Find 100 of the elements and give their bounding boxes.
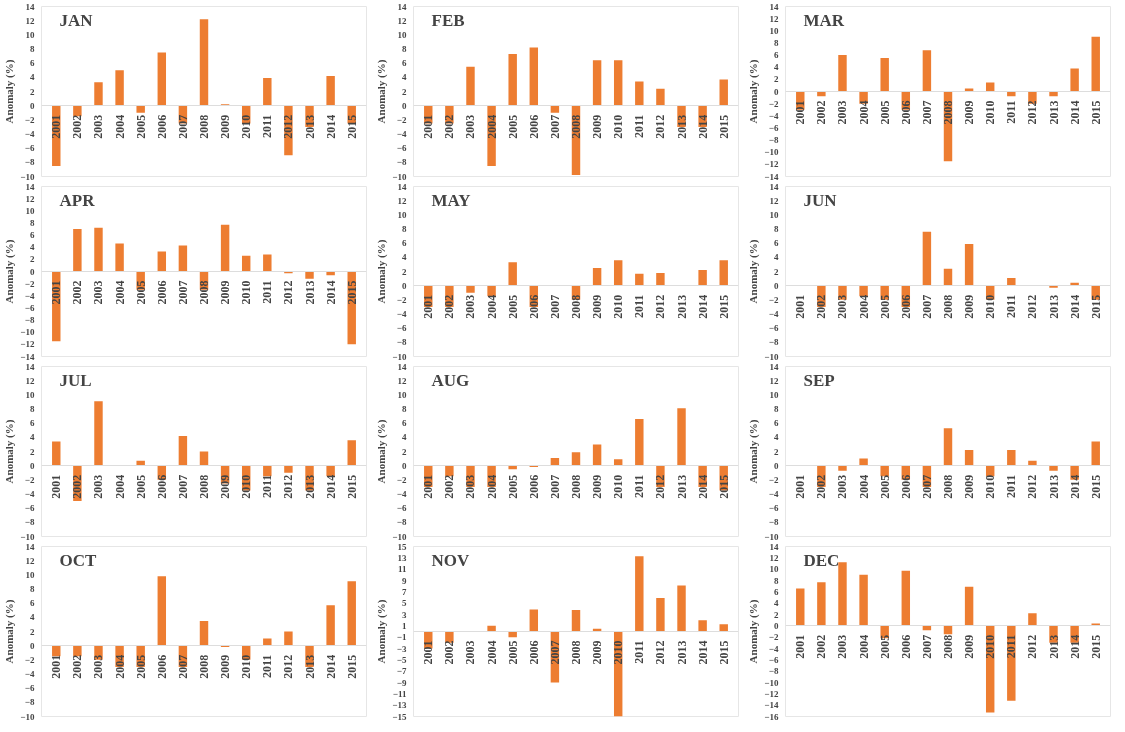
y-tick-label: −4 [768,489,779,499]
y-tick-label: 14 [769,361,779,372]
y-tick-label: 0 [402,100,407,111]
y-tick-label: −2 [24,278,35,289]
x-tick-label: 2006 [526,294,541,319]
x-tick-label: 2008 [941,294,955,319]
x-tick-label: 2001 [793,634,808,659]
chart-title: DEC [803,550,840,570]
x-tick-label: 2002 [442,294,457,319]
x-tick-label: 2009 [962,100,977,125]
y-tick-label: −10 [392,171,407,182]
y-tick-label: −2 [24,654,35,665]
x-tick-label: 2008 [197,654,211,679]
y-tick-label: 2 [402,446,407,457]
x-tick-label: 2002 [70,280,85,305]
y-tick-label: 4 [774,432,779,443]
y-tick-label: 6 [30,58,35,69]
x-tick-label: 2007 [919,100,934,125]
y-tick-label: −14 [764,700,779,711]
x-tick-label: 2002 [70,474,85,499]
y-tick-label: 6 [402,238,407,249]
y-tick-label: −7 [396,666,407,677]
x-tick-label: 2003 [91,280,106,305]
x-tick-label: 2013 [674,114,689,139]
x-tick-label: 2011 [632,640,647,664]
x-tick-label: 2008 [941,474,955,499]
x-tick-label: 2001 [49,474,64,499]
x-tick-label: 2010 [239,654,254,679]
x-tick-label: 2012 [1025,100,1040,125]
y-tick-label: −2 [768,474,779,485]
x-tick-label: 2014 [695,294,710,319]
x-tick-label: 2011 [1004,100,1019,124]
y-tick-label: 2 [774,266,779,277]
x-tick-label: 2004 [112,280,127,305]
x-tick-label: 2010 [239,280,254,305]
x-tick-label: 2013 [674,294,689,319]
y-tick-label: 10 [25,29,35,40]
y-tick-label: 8 [774,37,779,48]
y-tick-label: −8 [768,517,779,528]
x-tick-label: 2001 [793,100,808,125]
x-tick-label: 2005 [505,474,520,499]
y-tick-label: 12 [769,375,779,386]
x-tick-label: 2005 [505,640,520,665]
x-tick-label: 2015 [716,114,731,139]
y-tick-label: 6 [402,58,407,69]
y-tick-label: 12 [397,195,407,206]
y-axis-title: Anomaly (%) [3,599,17,664]
x-tick-label: 2003 [91,474,106,499]
y-tick-label: 8 [30,404,35,414]
x-tick-label: 2007 [919,634,934,659]
x-tick-label: 2008 [569,114,583,139]
x-tick-label: 2005 [877,634,892,659]
x-tick-label: 2001 [49,654,64,679]
y-tick-label: 9 [402,575,407,586]
y-tick-label: 6 [774,418,779,429]
x-tick-label: 2007 [175,474,190,499]
x-tick-label: 2015 [716,640,731,665]
x-tick-label: 2006 [154,474,169,499]
y-tick-label: −1 [396,632,407,643]
y-tick-label: −11 [392,688,407,699]
x-tick-label: 2012 [653,114,668,139]
y-axis-title: Anomaly (%) [375,239,389,304]
y-tick-label: 6 [30,598,35,609]
y-tick-label: 10 [397,29,407,40]
y-tick-label: 14 [397,361,407,372]
x-tick-label: 2009 [218,280,233,305]
x-tick-label: 2002 [442,474,457,499]
x-tick-label: 2009 [590,294,605,319]
y-tick-label: −5 [396,654,407,665]
y-tick-label: −8 [768,337,779,348]
x-tick-label: 2013 [674,474,689,499]
x-tick-label: 2012 [1025,634,1040,659]
x-tick-label: 2014 [323,654,338,679]
y-tick-label: −16 [764,711,779,722]
x-tick-label: 2003 [835,100,850,125]
y-tick-label: 2 [30,254,35,265]
y-tick-label: −12 [764,159,779,170]
x-tick-label: 2015 [344,280,359,305]
y-tick-label: 14 [397,181,407,192]
chart-title: AUG [431,370,470,390]
x-tick-label: 2012 [281,654,296,679]
y-tick-label: −6 [396,323,407,334]
x-tick-label: 2006 [898,294,913,319]
x-tick-label: 2011 [632,114,647,138]
y-tick-label: 14 [397,1,407,12]
x-tick-label: 2012 [281,474,296,499]
y-tick-label: −6 [24,683,35,694]
x-tick-label: 2005 [133,114,148,139]
x-tick-label: 2010 [611,640,626,665]
y-tick-label: 2 [30,626,35,637]
y-tick-label: 12 [769,13,779,24]
y-tick-label: −4 [396,309,407,319]
x-tick-label: 2004 [112,654,127,679]
y-tick-label: −4 [768,643,779,654]
y-tick-label: −6 [768,503,779,514]
y-tick-label: 2 [774,609,779,620]
x-tick-label: 2004 [856,634,871,659]
x-tick-label: 2006 [526,640,541,665]
x-tick-label: 2005 [877,294,892,319]
y-tick-label: −2 [396,294,407,305]
